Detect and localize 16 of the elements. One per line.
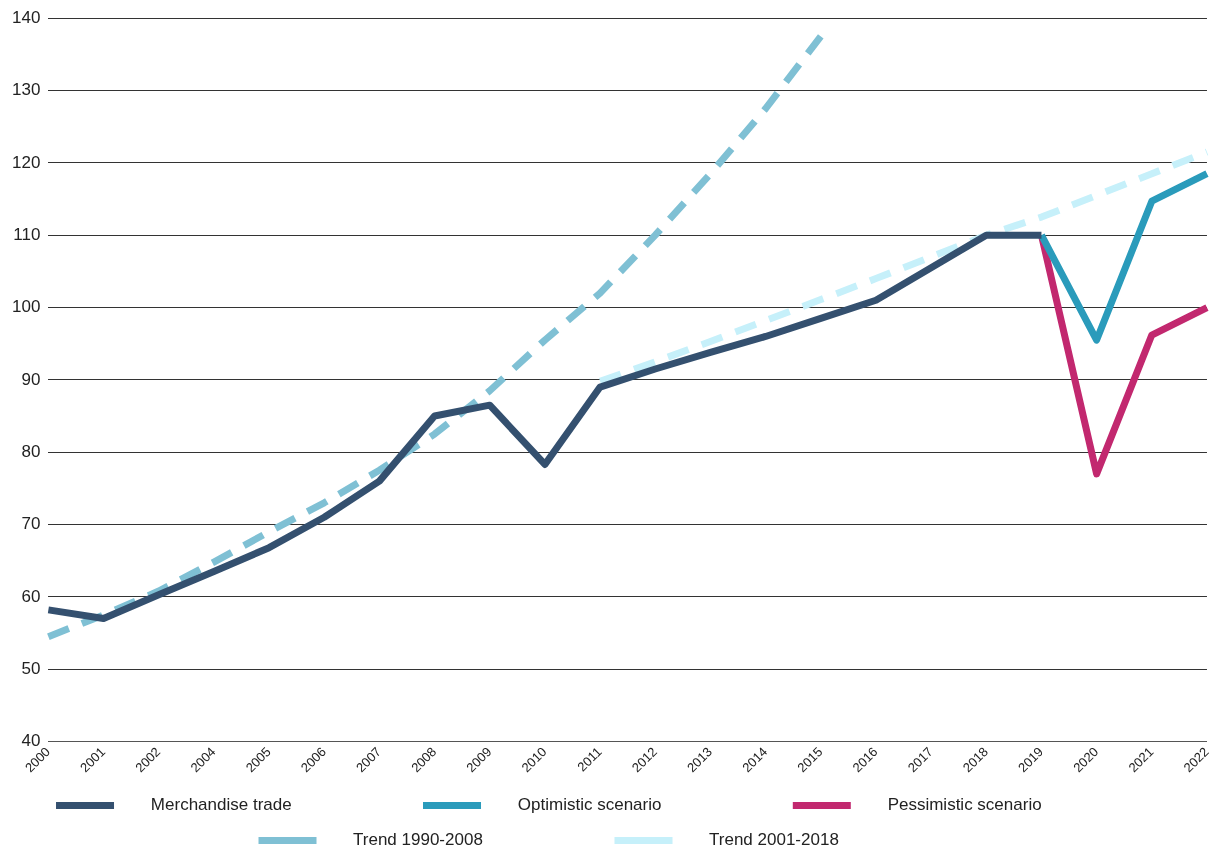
y-tick-label: 100 [11, 297, 41, 317]
y-tick-label: 70 [21, 514, 41, 534]
legend-label: Trend 1990-2008 [325, 830, 597, 850]
y-tick-label: 80 [21, 441, 41, 461]
y-tick-label: 60 [21, 586, 41, 606]
legend-label: Merchandise trade [122, 795, 406, 815]
y-tick-label: 110 [13, 224, 41, 244]
y-tick-label: 90 [21, 369, 41, 389]
y-tick-label: 120 [11, 152, 41, 172]
y-tick-label: 50 [21, 658, 41, 678]
legend-label: Trend 2001-2018 [681, 830, 953, 850]
y-tick-label: 40 [21, 731, 41, 751]
y-tick-label: 140 [11, 7, 41, 27]
legend-label: Pessimistic scenario [859, 795, 1155, 815]
y-tick-label: 130 [11, 80, 41, 100]
legend-label: Optimistic scenario [489, 795, 775, 815]
